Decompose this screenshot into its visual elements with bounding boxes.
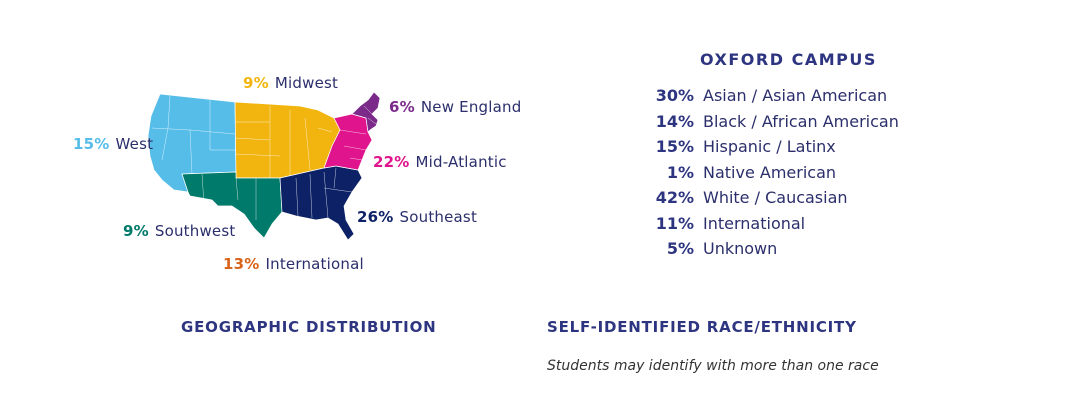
ethnicity-pct: 15%: [655, 137, 694, 156]
region-label-southeast: 26% Southeast: [357, 208, 477, 226]
ethnicity-pct: 11%: [655, 213, 694, 233]
region-pct: 9%: [123, 222, 149, 240]
ethnicity-item: 11% International: [648, 213, 908, 239]
ethnicity-item: 30% Asian / Asian American: [648, 85, 908, 111]
region-label-mid-atlantic: 22% Mid-Atlantic: [373, 153, 507, 171]
ethnicity-label: Unknown: [703, 239, 778, 258]
ethnicity-label: International: [703, 213, 806, 233]
ethnicity-item: 14% Black / African American: [648, 111, 908, 137]
state-borders: [151, 95, 377, 220]
ethnicity-label: White / Caucasian: [703, 188, 848, 207]
region-pct: 22%: [373, 153, 410, 171]
ethnicity-item: 15% Hispanic / Latinx: [648, 136, 908, 162]
ethnicity-pct: 5%: [666, 239, 694, 258]
region-label-international: 13% International: [223, 255, 364, 273]
ethnicity-pct: 14%: [655, 111, 694, 131]
ethnicity-item: 1% Native American: [648, 162, 908, 188]
region-name: Southeast: [399, 208, 478, 226]
region-label-west: 15% West: [73, 135, 153, 153]
ethnicity-pct: 42%: [655, 188, 694, 207]
ethnicity-caption: SELF-IDENTIFIED RACE/ETHNICITY: [547, 318, 857, 336]
region-name: Mid-Atlantic: [415, 153, 507, 171]
region-name: Midwest: [274, 74, 339, 92]
ethnicity-label: Asian / Asian American: [703, 86, 888, 105]
region-name: International: [265, 255, 364, 273]
ethnicity-pct: 1%: [666, 162, 694, 182]
region-pct: 13%: [223, 255, 260, 273]
ethnicity-label: Hispanic / Latinx: [703, 137, 836, 156]
map-region-southwest: [181, 171, 283, 239]
map-region-southeast: [279, 165, 363, 241]
region-name: New England: [420, 98, 522, 116]
us-region-map: [147, 91, 380, 241]
region-pct: 9%: [243, 74, 269, 92]
ethnicity-item: 42% White / Caucasian: [648, 187, 908, 213]
ethnicity-item: 5% Unknown: [648, 238, 908, 264]
region-name: Southwest: [154, 222, 236, 240]
campus-title: OXFORD CAMPUS: [700, 50, 877, 69]
ethnicity-list: 30% Asian / Asian American 14% Black / Afr…: [648, 85, 908, 264]
ethnicity-note: Students may identify with more than one…: [547, 358, 879, 374]
geographic-caption: GEOGRAPHIC DISTRIBUTION: [181, 318, 437, 336]
region-pct: 6%: [389, 98, 415, 116]
region-pct: 15%: [73, 135, 110, 153]
region-name: West: [115, 135, 154, 153]
region-label-southwest: 9% Southwest: [123, 222, 235, 240]
ethnicity-pct: 30%: [655, 86, 694, 105]
region-label-midwest: 9% Midwest: [243, 74, 338, 92]
ethnicity-label: Native American: [703, 162, 837, 182]
region-label-new-england: 6% New England: [389, 98, 521, 116]
ethnicity-label: Black / African American: [703, 111, 899, 131]
region-pct: 26%: [357, 208, 394, 226]
